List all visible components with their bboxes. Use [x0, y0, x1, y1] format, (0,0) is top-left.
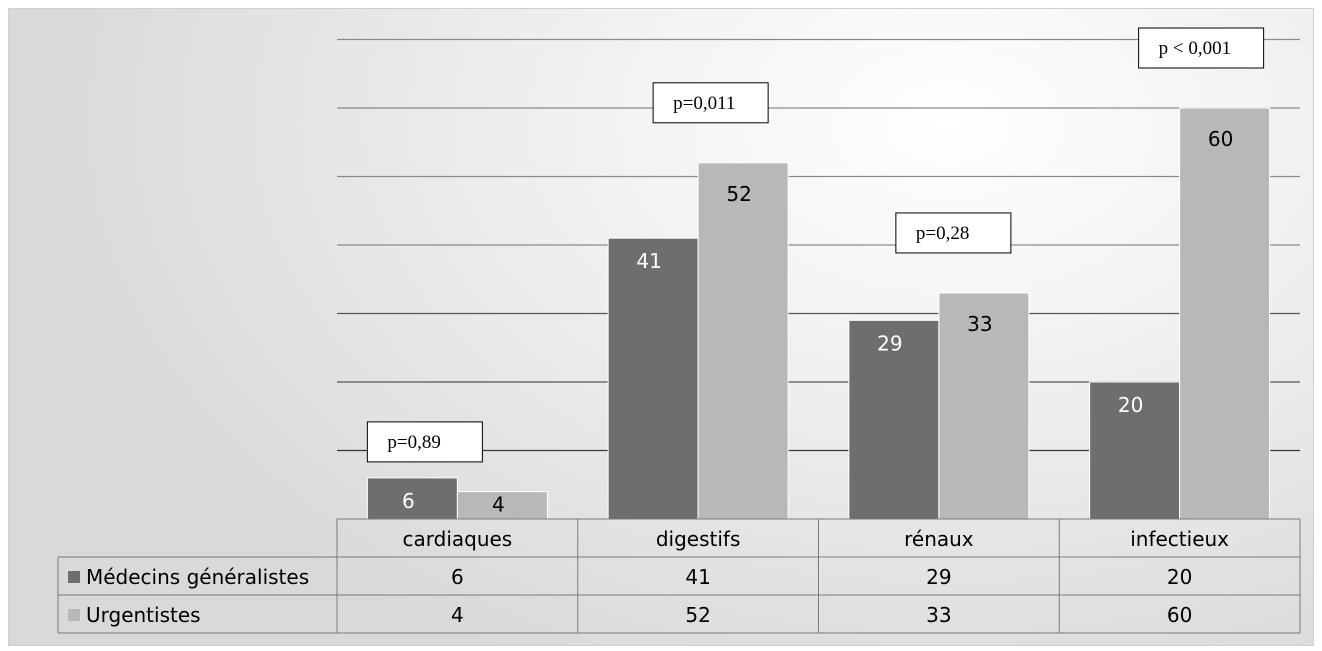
- category-label: rénaux: [904, 527, 974, 551]
- category-label: infectieux: [1130, 527, 1229, 551]
- p-value-label: p < 0,001: [1159, 38, 1231, 59]
- table-cell: 6: [451, 565, 464, 589]
- legend-key-medecins: [68, 571, 80, 583]
- data-label-urgentistes: 33: [967, 312, 992, 336]
- p-value-label: p=0,28: [916, 223, 969, 244]
- table-cell: 29: [926, 565, 951, 589]
- table-cell: 33: [926, 603, 951, 627]
- p-value-box: [366, 421, 483, 463]
- table-cell: 4: [451, 603, 464, 627]
- p-value-box: [895, 212, 1012, 254]
- legend-label: Urgentistes: [86, 603, 201, 627]
- legend-key-urgentistes: [68, 609, 80, 621]
- category-label: digestifs: [656, 527, 741, 551]
- table-cell: 52: [685, 603, 710, 627]
- table-cell: 20: [1167, 565, 1192, 589]
- p-value-label: p=0,89: [387, 432, 440, 453]
- p-value-box: [652, 82, 769, 124]
- data-label-medecins: 6: [402, 489, 415, 513]
- data-label-medecins: 20: [1118, 393, 1143, 417]
- table-cell: 60: [1167, 603, 1192, 627]
- bar-urgentistes-cardiaques: [456, 491, 548, 520]
- p-value-box: [1138, 27, 1265, 69]
- category-label: cardiaques: [403, 527, 513, 551]
- bar-urgentistes-rénaux: [938, 292, 1030, 520]
- data-label-medecins: 41: [636, 249, 661, 273]
- data-label-urgentistes: 60: [1208, 127, 1233, 151]
- bar-urgentistes-infectieux: [1179, 107, 1271, 520]
- bar-urgentistes-digestifs: [697, 162, 789, 520]
- legend-label: Médecins généralistes: [86, 565, 309, 589]
- bar-medecins-digestifs: [607, 237, 699, 520]
- bar-medecins-rénaux: [848, 319, 940, 520]
- data-label-medecins: 29: [877, 331, 902, 355]
- bar-medecins-cardiaques: [366, 477, 458, 520]
- bar-medecins-infectieux: [1089, 381, 1181, 520]
- table-cell: 41: [685, 565, 710, 589]
- data-label-urgentistes: 52: [726, 182, 751, 206]
- p-value-label: p=0,011: [673, 93, 735, 114]
- data-label-urgentistes: 4: [492, 493, 505, 517]
